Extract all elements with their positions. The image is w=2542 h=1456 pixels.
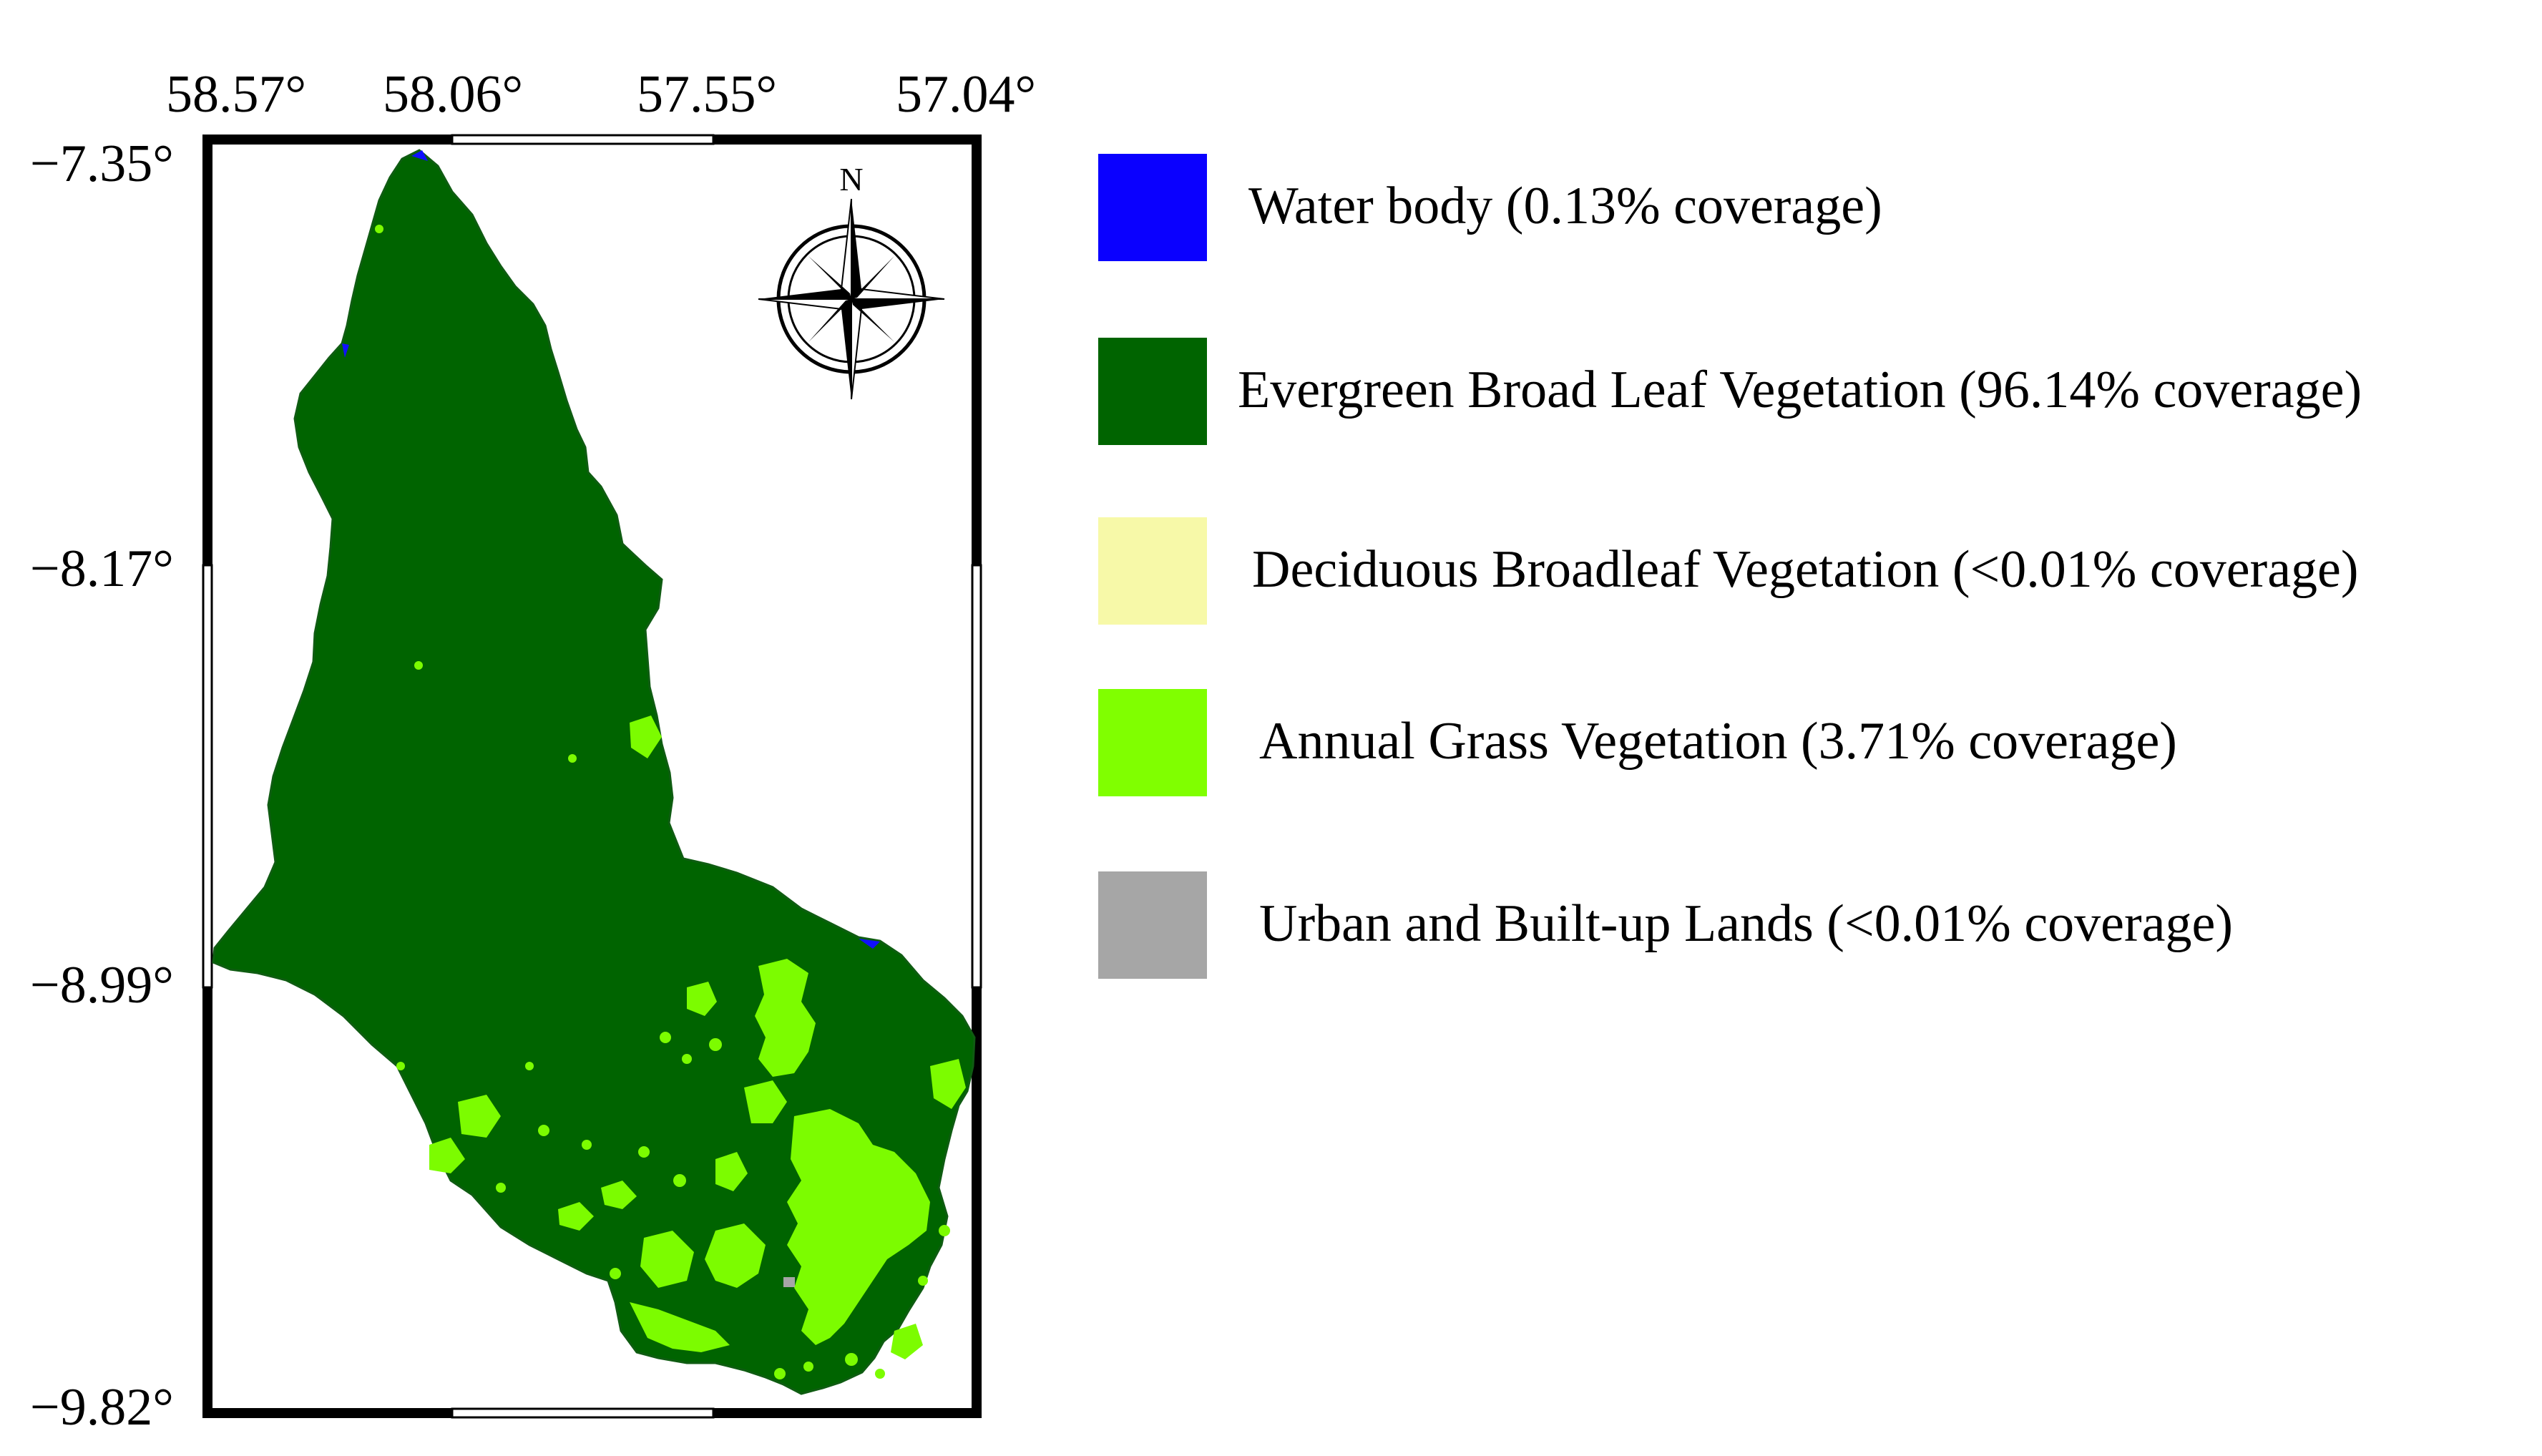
legend-label: Annual Grass Vegetation (3.71% coverage): [1259, 712, 2177, 771]
water-sliver: [342, 343, 349, 358]
water-sliver: [859, 939, 880, 949]
annual-grass-specks: [375, 225, 950, 1379]
latitude-label: −9.82°: [30, 1378, 174, 1437]
longitude-label: 58.57°: [166, 65, 307, 124]
legend-item-deciduous: Deciduous Broadleaf Vegetation (<0.01% c…: [1098, 517, 2529, 625]
water-sliver: [411, 150, 428, 161]
legend-swatch: [1098, 689, 1207, 796]
legend-swatch: [1098, 517, 1207, 625]
land-cover-map: N 58.57° 58.06° 57.55° 57.04° −7.35° −8.…: [0, 0, 1073, 1456]
legend-label: Water body (0.13% coverage): [1248, 177, 1882, 235]
longitude-label: 57.04°: [896, 65, 1037, 124]
longitude-label: 58.06°: [383, 65, 524, 124]
legend-label: Evergreen Broad Leaf Vegetation (96.14% …: [1238, 361, 2362, 419]
urban-patch: [783, 1277, 795, 1287]
legend-label: Urban and Built-up Lands (<0.01% coverag…: [1259, 894, 2233, 953]
legend-swatch: [1098, 154, 1207, 261]
north-label: N: [839, 161, 863, 197]
catchment-area: [212, 149, 976, 1395]
legend-item-urban: Urban and Built-up Lands (<0.01% coverag…: [1098, 871, 2529, 979]
north-arrow: N: [758, 161, 945, 400]
longitude-label: 57.55°: [637, 65, 778, 124]
latitude-label: −8.17°: [30, 539, 174, 598]
frame-segment-top: [451, 134, 715, 145]
latitude-label: −7.35°: [30, 135, 174, 193]
annual-grass-patches: [429, 715, 966, 1359]
legend-swatch: [1098, 338, 1207, 445]
map-figure: N: [202, 134, 982, 1419]
frame-segment-bottom: [451, 1407, 715, 1419]
frame-segment-left: [202, 564, 213, 989]
legend-item-water: Water body (0.13% coverage): [1098, 154, 2529, 261]
latitude-label: −8.99°: [30, 956, 174, 1015]
legend-label: Deciduous Broadleaf Vegetation (<0.01% c…: [1252, 540, 2359, 599]
legend-swatch: [1098, 871, 1207, 979]
legend-item-evergreen: Evergreen Broad Leaf Vegetation (96.14% …: [1098, 338, 2529, 445]
frame-segment-right: [971, 564, 982, 989]
legend-item-annual-grass: Annual Grass Vegetation (3.71% coverage): [1098, 689, 2529, 796]
